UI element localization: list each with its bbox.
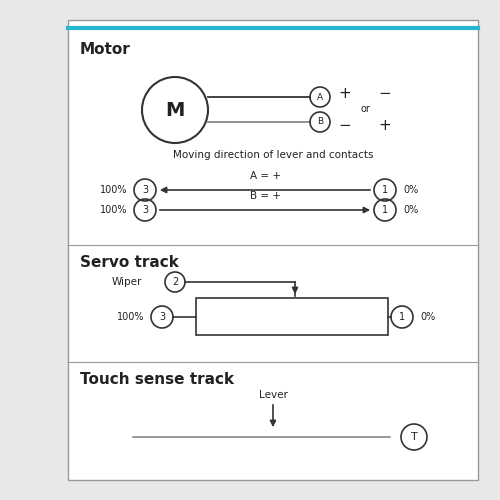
Bar	[196, 298, 388, 335]
Text: B = +: B = +	[250, 191, 280, 201]
Text: 3: 3	[142, 185, 148, 195]
Text: Touch sense track: Touch sense track	[80, 372, 234, 387]
Text: 0%: 0%	[403, 205, 418, 215]
Text: 1: 1	[382, 185, 388, 195]
Text: 100%: 100%	[116, 312, 144, 322]
Text: or: or	[360, 104, 370, 115]
Text: +: +	[378, 118, 392, 132]
Text: Moving direction of lever and contacts: Moving direction of lever and contacts	[173, 150, 373, 160]
Text: −: −	[378, 86, 392, 102]
Text: 1: 1	[399, 312, 405, 322]
Text: 100%: 100%	[100, 185, 127, 195]
Text: M: M	[166, 100, 184, 119]
Text: Wiper: Wiper	[112, 277, 142, 287]
Text: Lever: Lever	[258, 390, 288, 400]
Text: −: −	[338, 118, 351, 132]
Text: 0%: 0%	[420, 312, 435, 322]
Text: 2: 2	[172, 277, 178, 287]
Text: 0%: 0%	[403, 185, 418, 195]
Text: 3: 3	[159, 312, 165, 322]
Text: Motor: Motor	[80, 42, 131, 57]
Bar	[68, 20, 478, 480]
Text: 100%: 100%	[100, 205, 127, 215]
Text: +: +	[338, 86, 351, 102]
Text: 1: 1	[382, 205, 388, 215]
Text: A: A	[317, 92, 323, 102]
Text: Servo track: Servo track	[80, 255, 179, 270]
Text: A = +: A = +	[250, 171, 280, 181]
Text: T: T	[410, 432, 418, 442]
Text: 3: 3	[142, 205, 148, 215]
Text: B: B	[317, 118, 323, 126]
